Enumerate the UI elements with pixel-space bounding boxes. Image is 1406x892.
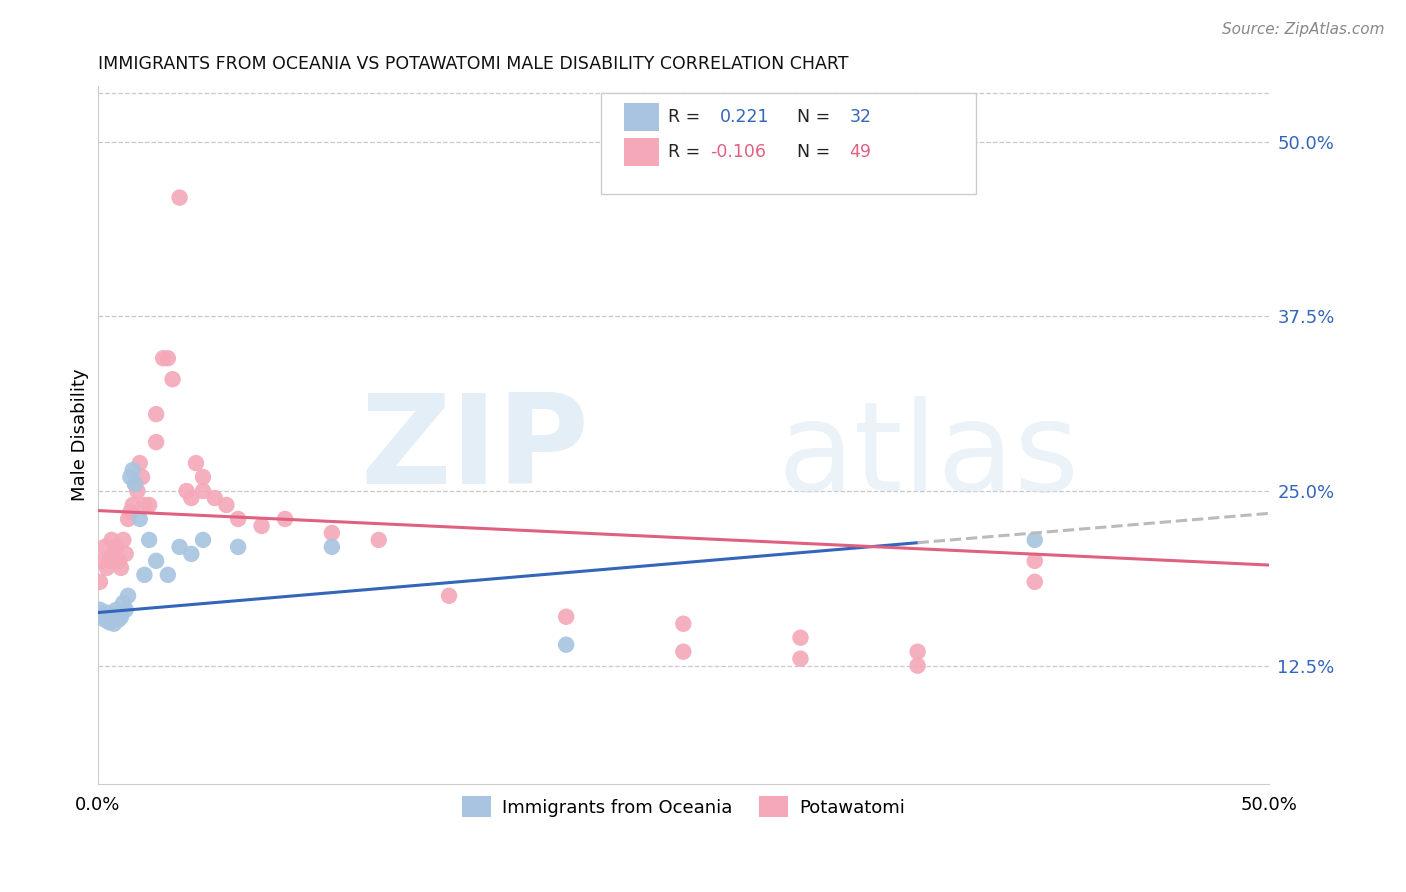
Point bbox=[555, 609, 578, 624]
Point bbox=[274, 512, 297, 526]
Point bbox=[100, 613, 122, 627]
Text: IMMIGRANTS FROM OCEANIA VS POTAWATOMI MALE DISABILITY CORRELATION CHART: IMMIGRANTS FROM OCEANIA VS POTAWATOMI MA… bbox=[97, 55, 848, 73]
Text: Source: ZipAtlas.com: Source: ZipAtlas.com bbox=[1222, 22, 1385, 37]
Point bbox=[98, 609, 121, 624]
Point bbox=[789, 651, 811, 665]
Point bbox=[120, 470, 142, 484]
Point bbox=[176, 483, 198, 498]
Point bbox=[180, 547, 202, 561]
Point bbox=[672, 616, 695, 631]
Y-axis label: Male Disability: Male Disability bbox=[72, 368, 89, 501]
Text: R =: R = bbox=[668, 143, 706, 161]
Text: N =: N = bbox=[797, 143, 835, 161]
FancyBboxPatch shape bbox=[602, 93, 976, 194]
Text: ZIP: ZIP bbox=[361, 389, 589, 509]
Point bbox=[117, 512, 139, 526]
Point bbox=[134, 498, 156, 512]
Point bbox=[145, 554, 167, 568]
Point bbox=[96, 561, 118, 575]
Point bbox=[96, 606, 118, 620]
Point bbox=[107, 613, 129, 627]
Point bbox=[117, 589, 139, 603]
Text: -0.106: -0.106 bbox=[710, 143, 766, 161]
Point bbox=[145, 407, 167, 421]
Point bbox=[128, 512, 150, 526]
Point bbox=[1024, 533, 1046, 547]
Point bbox=[555, 638, 578, 652]
Point bbox=[103, 609, 125, 624]
Point bbox=[105, 603, 128, 617]
Point bbox=[103, 616, 125, 631]
Text: N =: N = bbox=[797, 108, 835, 126]
Point bbox=[184, 456, 207, 470]
Bar bbox=[624, 103, 659, 131]
Point bbox=[250, 519, 273, 533]
Text: R =: R = bbox=[668, 108, 706, 126]
Point bbox=[321, 540, 343, 554]
Text: 32: 32 bbox=[849, 108, 872, 126]
Point bbox=[93, 609, 115, 624]
Point bbox=[98, 554, 121, 568]
Legend: Immigrants from Oceania, Potawatomi: Immigrants from Oceania, Potawatomi bbox=[454, 789, 912, 824]
Point bbox=[367, 533, 389, 547]
Point bbox=[134, 567, 156, 582]
Point bbox=[112, 596, 135, 610]
Point bbox=[98, 615, 121, 630]
Text: atlas: atlas bbox=[778, 395, 1080, 516]
Point bbox=[124, 477, 146, 491]
Point bbox=[100, 533, 122, 547]
Point bbox=[112, 533, 135, 547]
Point bbox=[145, 435, 167, 450]
Point bbox=[114, 603, 136, 617]
Point bbox=[121, 463, 143, 477]
Point bbox=[226, 512, 249, 526]
Point bbox=[215, 498, 238, 512]
Point bbox=[110, 609, 132, 624]
Point bbox=[672, 645, 695, 659]
Point bbox=[180, 491, 202, 505]
Point bbox=[91, 554, 114, 568]
Point bbox=[121, 498, 143, 512]
Point bbox=[138, 498, 160, 512]
Point bbox=[103, 547, 125, 561]
Point bbox=[93, 613, 115, 627]
Point bbox=[127, 483, 149, 498]
Point bbox=[204, 491, 226, 505]
Point bbox=[110, 561, 132, 575]
Point bbox=[114, 547, 136, 561]
Point bbox=[110, 606, 132, 620]
Point bbox=[321, 525, 343, 540]
Point bbox=[152, 351, 174, 366]
Point bbox=[131, 470, 153, 484]
Point bbox=[191, 483, 214, 498]
Point bbox=[156, 567, 179, 582]
Point bbox=[105, 540, 128, 554]
Point bbox=[1024, 554, 1046, 568]
Point bbox=[89, 574, 111, 589]
Point bbox=[128, 456, 150, 470]
Point bbox=[107, 554, 129, 568]
Point bbox=[169, 191, 191, 205]
Point bbox=[437, 589, 460, 603]
Point bbox=[789, 631, 811, 645]
Point bbox=[93, 540, 115, 554]
Point bbox=[169, 540, 191, 554]
Point bbox=[226, 540, 249, 554]
Point bbox=[124, 477, 146, 491]
Point bbox=[191, 533, 214, 547]
Point bbox=[89, 603, 111, 617]
Point bbox=[162, 372, 184, 386]
Text: 0.221: 0.221 bbox=[720, 108, 769, 126]
Point bbox=[91, 607, 114, 621]
Text: 49: 49 bbox=[849, 143, 872, 161]
Point bbox=[138, 533, 160, 547]
Point bbox=[1024, 574, 1046, 589]
Bar bbox=[624, 138, 659, 166]
Point bbox=[156, 351, 179, 366]
Point bbox=[120, 505, 142, 519]
Point bbox=[191, 470, 214, 484]
Point bbox=[907, 645, 929, 659]
Point bbox=[907, 658, 929, 673]
